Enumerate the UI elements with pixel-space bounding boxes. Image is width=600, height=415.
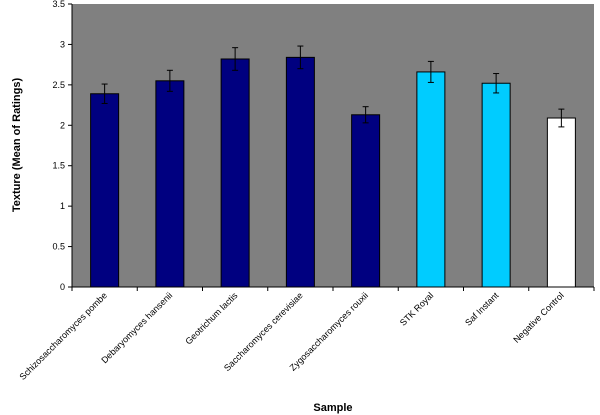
plot-area bbox=[72, 4, 594, 287]
bar bbox=[155, 80, 185, 288]
y-tick-label: 3.5 bbox=[52, 0, 65, 9]
x-tick-label: Negative Control bbox=[511, 290, 565, 344]
y-tick-label: 2.5 bbox=[52, 80, 65, 90]
y-tick-label: 0 bbox=[60, 282, 65, 292]
bar bbox=[481, 82, 511, 288]
bar bbox=[546, 117, 576, 288]
x-tick-label: Geotrichum lactis bbox=[183, 290, 240, 347]
x-tick-label: Zygosaccharomyces rouxii bbox=[288, 290, 370, 372]
bar bbox=[351, 114, 381, 288]
y-axis-ticks: 0 0.5 1 1.5 2 2.5 3 3.5 bbox=[52, 0, 72, 292]
y-tick-label: 0.5 bbox=[52, 242, 65, 252]
x-axis-title: Sample bbox=[313, 402, 352, 414]
y-tick-label: 1.5 bbox=[52, 161, 65, 171]
bar bbox=[90, 93, 120, 288]
x-tick-label: Schizosaccharomyces pombe bbox=[17, 290, 109, 382]
x-tick-label: STK Royal bbox=[398, 290, 435, 327]
y-tick-label: 3 bbox=[60, 39, 65, 49]
bar bbox=[285, 56, 315, 288]
error-bars-group bbox=[101, 45, 565, 128]
y-axis-title: Texture (Mean of Ratings) bbox=[11, 78, 23, 213]
x-tick-label: Saf Instant bbox=[463, 290, 501, 328]
bar bbox=[416, 71, 446, 288]
bar bbox=[220, 58, 250, 288]
y-tick-label: 2 bbox=[60, 120, 65, 130]
x-tick-label: Debaryomyces hansenii bbox=[99, 290, 174, 365]
y-tick-label: 1 bbox=[60, 201, 65, 211]
